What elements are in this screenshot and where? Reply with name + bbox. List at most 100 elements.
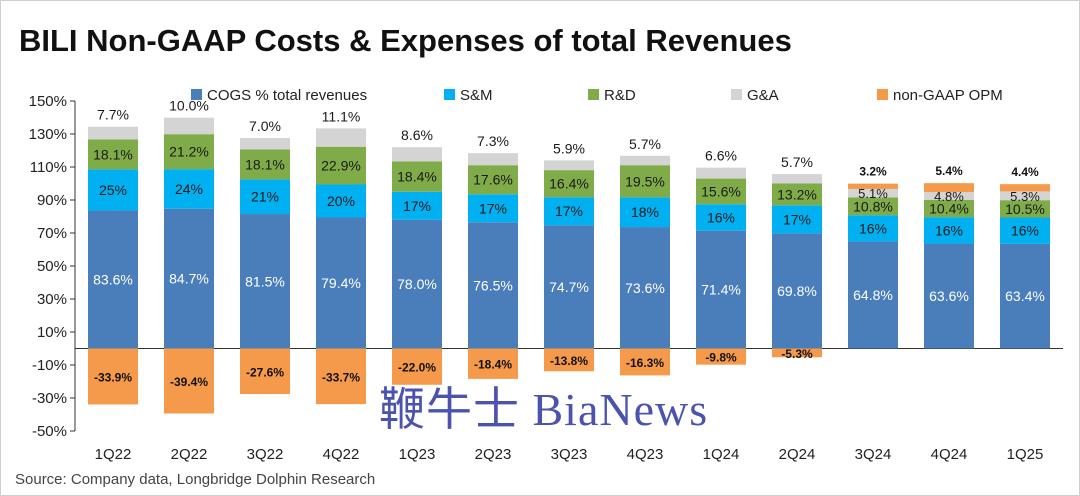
bar-sm — [164, 169, 214, 209]
cogs-data-label: 74.7% — [549, 279, 589, 295]
bar-cogs — [696, 230, 746, 349]
rd-data-label: 19.5% — [625, 173, 665, 189]
legend-swatch-rd — [588, 89, 599, 100]
bar-sm — [468, 194, 518, 223]
bar-opm — [88, 348, 138, 405]
bar-sm — [240, 179, 290, 215]
opm-data-label: -9.8% — [705, 351, 737, 365]
bar-cogs — [772, 233, 822, 349]
ga-data-label: 7.7% — [97, 107, 129, 123]
legend-swatch-opm — [877, 89, 888, 100]
bar-cogs — [392, 219, 442, 349]
rd-data-label: 13.2% — [777, 186, 817, 202]
bar-sm — [620, 197, 670, 228]
rd-data-label: 21.2% — [169, 144, 209, 160]
cogs-data-label: 84.7% — [169, 271, 209, 287]
y-tick-label: 110% — [30, 159, 67, 176]
ga-data-label: 8.6% — [401, 127, 433, 143]
x-tick-label: 2Q22 — [171, 446, 208, 463]
bar-rd — [696, 178, 746, 205]
cogs-data-label: 73.6% — [625, 280, 665, 296]
bar-rd — [924, 200, 974, 218]
bar-opm — [924, 183, 974, 193]
cogs-data-label: 69.8% — [777, 283, 817, 299]
bar-ga — [848, 188, 898, 198]
legend-swatch-sm — [444, 89, 455, 100]
bar-opm — [620, 348, 670, 376]
bar-opm — [316, 348, 366, 405]
bar-rd — [772, 183, 822, 206]
x-tick-label: 3Q24 — [855, 446, 892, 463]
bar-opm — [696, 348, 746, 365]
x-tick-label: 4Q22 — [323, 446, 360, 463]
x-tick-label: 4Q23 — [627, 446, 664, 463]
sm-data-label: 17% — [783, 211, 811, 227]
bar-ga — [316, 128, 366, 147]
bar-cogs — [848, 241, 898, 349]
sm-data-label: 16% — [859, 220, 887, 236]
cogs-data-label: 79.4% — [321, 275, 361, 291]
bar-opm — [848, 183, 898, 189]
opm-data-label: -13.8% — [550, 354, 588, 368]
sm-data-label: 17% — [479, 200, 507, 216]
rd-data-label: 18.4% — [397, 169, 437, 185]
rd-data-label: 22.9% — [321, 158, 361, 174]
chart-title: BILI Non-GAAP Costs & Expenses of total … — [19, 23, 792, 58]
rd-data-label: 18.1% — [245, 156, 285, 172]
bar-ga — [772, 174, 822, 184]
opm-data-label: -33.9% — [94, 370, 132, 384]
legend-label-ga: G&A — [747, 87, 779, 104]
y-tick-label: 150% — [29, 93, 67, 110]
bar-ga — [544, 160, 594, 171]
bar-ga — [164, 117, 214, 135]
legend-label-rd: R&D — [604, 87, 636, 104]
bar-sm — [1000, 217, 1050, 244]
bar-ga — [468, 153, 518, 166]
bar-sm — [924, 217, 974, 244]
ga-data-label: 6.6% — [705, 148, 737, 164]
sm-data-label: 16% — [935, 222, 963, 238]
opm-data-label: -18.4% — [474, 358, 512, 372]
legend-label-opm: non-GAAP OPM — [893, 87, 1003, 104]
bar-rd — [620, 165, 670, 198]
bar-ga — [696, 167, 746, 179]
y-tick-label: 70% — [37, 225, 67, 242]
bar-rd — [164, 134, 214, 170]
bar-rd — [316, 146, 366, 185]
rd-data-label: 17.6% — [473, 172, 513, 188]
bar-opm — [164, 348, 214, 414]
cogs-data-label: 81.5% — [245, 273, 285, 289]
sm-data-label: 16% — [707, 209, 735, 225]
sm-data-label: 20% — [327, 193, 355, 209]
x-tick-label: 3Q22 — [247, 446, 284, 463]
ga-data-label: 4.8% — [934, 189, 964, 204]
sm-data-label: 25% — [99, 182, 127, 198]
bar-ga — [88, 126, 138, 140]
source-note: Source: Company data, Longbridge Dolphin… — [15, 471, 376, 488]
ga-data-label: 7.3% — [477, 133, 509, 149]
bar-sm — [848, 215, 898, 242]
y-tick-label: 10% — [37, 324, 67, 341]
cogs-data-label: 63.4% — [1005, 288, 1045, 304]
y-tick-label: 50% — [37, 258, 67, 275]
ga-data-label: 10.0% — [169, 98, 209, 114]
bar-sm — [392, 191, 442, 220]
x-tick-label: 1Q22 — [95, 446, 132, 463]
y-tick-label: 130% — [29, 126, 67, 143]
cogs-data-label: 76.5% — [473, 277, 513, 293]
rd-data-label: 18.1% — [93, 146, 133, 162]
sm-data-label: 16% — [1011, 223, 1039, 239]
opm-data-label: 4.4% — [1011, 165, 1039, 179]
opm-data-label: -16.3% — [626, 356, 664, 370]
bar-cogs — [1000, 243, 1050, 349]
bar-rd — [544, 170, 594, 198]
bar-opm — [240, 348, 290, 395]
y-tick-label: -50% — [32, 423, 67, 440]
legend-label-cogs: COGS % total revenues — [207, 87, 367, 104]
sm-data-label: 21% — [251, 189, 279, 205]
ga-data-label: 5.9% — [553, 140, 585, 156]
bar-ga — [924, 192, 974, 200]
x-tick-label: 1Q23 — [399, 446, 436, 463]
